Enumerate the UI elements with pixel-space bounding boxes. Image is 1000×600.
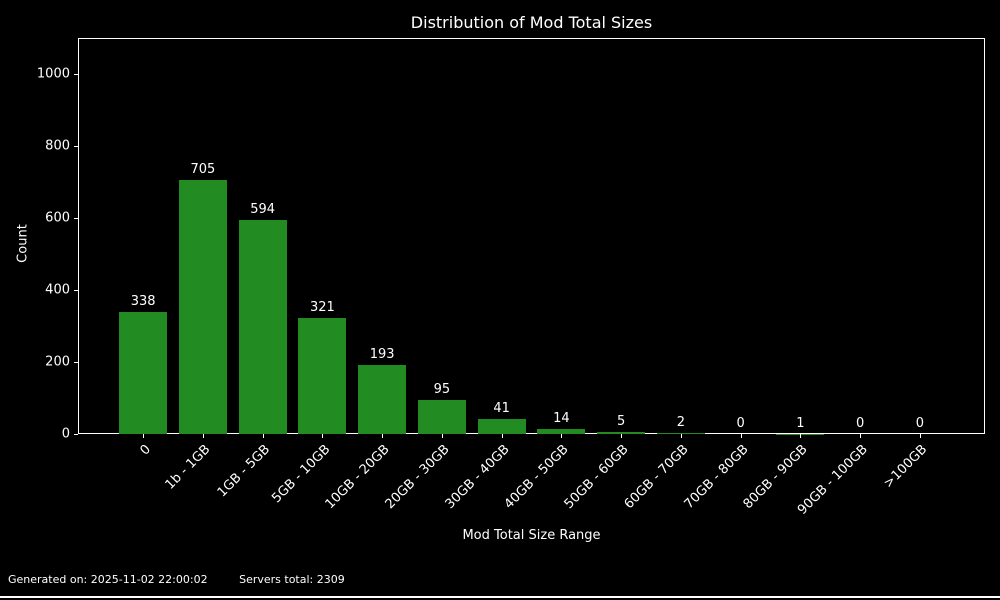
bar-value-label: 0 [855, 416, 865, 431]
x-tick [382, 434, 384, 438]
x-tick-label-text: 1GB - 5GB [214, 442, 274, 501]
footer: Generated on: 2025-11-02 22:00:02 Server… [8, 573, 373, 586]
x-tick [262, 434, 264, 438]
plot-area [78, 38, 985, 434]
bar [358, 364, 407, 434]
bar [178, 180, 227, 434]
x-tick [561, 434, 563, 438]
y-tick [74, 362, 78, 363]
y-tick [74, 434, 78, 435]
x-tick [441, 434, 443, 438]
x-tick [621, 434, 623, 438]
x-tick [143, 434, 145, 438]
bottom-rule [0, 596, 1000, 598]
y-tick-label: 200 [45, 354, 70, 370]
x-tick [202, 434, 204, 438]
x-tick-label-text: 0 [137, 442, 154, 459]
generated-timestamp: Generated on: 2025-11-02 22:00:02 [8, 573, 208, 586]
x-tick [322, 434, 324, 438]
bar [477, 419, 526, 434]
bar-value-label: 41 [493, 401, 510, 417]
chart-title: Distribution of Mod Total Sizes [410, 13, 653, 32]
bar-value-label: 321 [309, 300, 335, 316]
bar-value-label: 705 [190, 162, 216, 178]
y-tick [74, 290, 78, 291]
bar-value-label: 338 [130, 294, 156, 310]
y-tick [74, 74, 78, 75]
bar-value-label: 95 [433, 381, 451, 397]
bar-value-label: 0 [915, 416, 924, 431]
y-tick [74, 218, 78, 219]
bar-value-label: 14 [553, 410, 570, 426]
x-tick [501, 434, 503, 438]
y-tick-label: 400 [45, 282, 70, 298]
bar-value-label: 0 [736, 416, 745, 431]
bar [298, 318, 347, 434]
bar-value-label: 594 [250, 202, 276, 218]
x-axis-label: Mod Total Size Range [462, 528, 601, 543]
bar [238, 220, 287, 434]
bar-value-label: 5 [616, 414, 626, 430]
bar-value-label: 2 [676, 415, 685, 431]
x-tick [860, 434, 862, 438]
bar-value-label: 1 [796, 415, 805, 431]
bar [119, 312, 168, 434]
x-tick-label-text: 5GB - 10GB [268, 442, 333, 507]
y-tick [74, 146, 78, 147]
bar-value-label: 193 [369, 346, 395, 362]
bar [417, 399, 466, 434]
x-tick [680, 434, 682, 438]
servers-total: Servers total: 2309 [239, 573, 345, 586]
y-axis-label: Count [15, 224, 31, 263]
y-tick-label: 600 [45, 210, 70, 226]
y-tick-label: 1000 [36, 66, 70, 82]
y-tick-label: 800 [45, 138, 70, 154]
x-tick [800, 434, 802, 438]
x-tick-label-text: 1b - 1GB [162, 442, 214, 493]
bar [537, 428, 586, 434]
x-tick-label-text: >100GB [881, 442, 931, 492]
bar [597, 432, 646, 434]
bar [656, 433, 705, 434]
x-tick [919, 434, 921, 438]
y-tick-label: 0 [61, 426, 70, 442]
x-tick [740, 434, 742, 438]
